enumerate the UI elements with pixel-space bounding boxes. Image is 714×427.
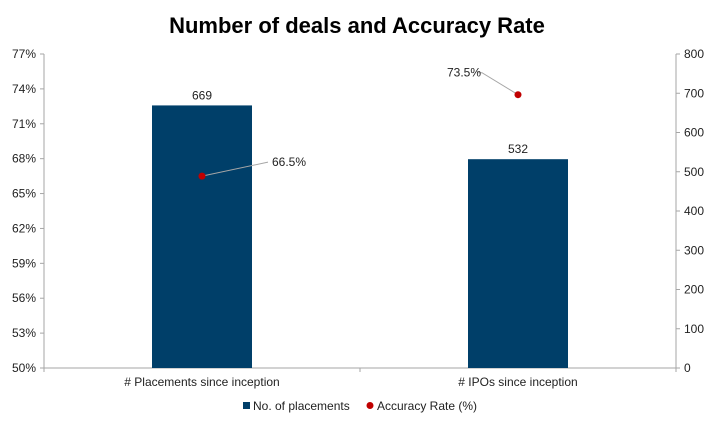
point-data-label: 73.5% xyxy=(447,66,481,80)
legend-point-label: Accuracy Rate (%) xyxy=(377,399,477,413)
leader-line xyxy=(201,161,269,177)
x-category-label: # IPOs since inception xyxy=(458,375,577,389)
chart-title: Number of deals and Accuracy Rate xyxy=(169,13,545,38)
bar-data-label: 669 xyxy=(192,88,212,102)
right-tick-label: 600 xyxy=(684,126,704,140)
right-tick-label: 700 xyxy=(684,86,704,100)
left-tick-label: 65% xyxy=(12,187,36,201)
left-tick-label: 71% xyxy=(12,117,36,131)
right-tick-label: 500 xyxy=(684,165,704,179)
bar xyxy=(468,159,568,368)
bar xyxy=(152,105,252,368)
right-tick-label: 100 xyxy=(684,322,704,336)
left-tick-label: 56% xyxy=(12,291,36,305)
left-tick-label: 62% xyxy=(12,221,36,235)
left-tick-label: 59% xyxy=(12,256,36,270)
left-tick-label: 77% xyxy=(12,47,36,61)
left-tick-label: 74% xyxy=(12,82,36,96)
axes: 50% 53% 56% 59% 62% 65% 68% 71% 74% 77% 0 100 200 300… xyxy=(12,47,704,389)
legend: No. of placements Accuracy Rate (%) xyxy=(243,399,477,413)
right-tick-label: 800 xyxy=(684,47,704,61)
left-tick-label: 50% xyxy=(12,361,36,375)
right-tick-label: 0 xyxy=(684,361,691,375)
point-data-label: 66.5% xyxy=(272,155,306,169)
left-tick-label: 68% xyxy=(12,152,36,166)
scatter-series: 66.5% 73.5% xyxy=(198,66,522,180)
right-tick-label: 300 xyxy=(684,243,704,257)
legend-bar-swatch xyxy=(243,402,250,409)
x-category-label: # Placements since inception xyxy=(124,375,279,389)
leader-line xyxy=(478,72,519,96)
bar-series: 669 532 xyxy=(152,88,568,368)
legend-point-swatch xyxy=(366,402,374,409)
right-tick-label: 200 xyxy=(684,283,704,297)
scatter-point xyxy=(198,172,206,180)
bar-data-label: 532 xyxy=(508,142,528,156)
left-tick-label: 53% xyxy=(12,326,36,340)
scatter-point xyxy=(514,91,522,99)
right-tick-label: 400 xyxy=(684,204,704,218)
legend-bar-label: No. of placements xyxy=(253,399,350,413)
